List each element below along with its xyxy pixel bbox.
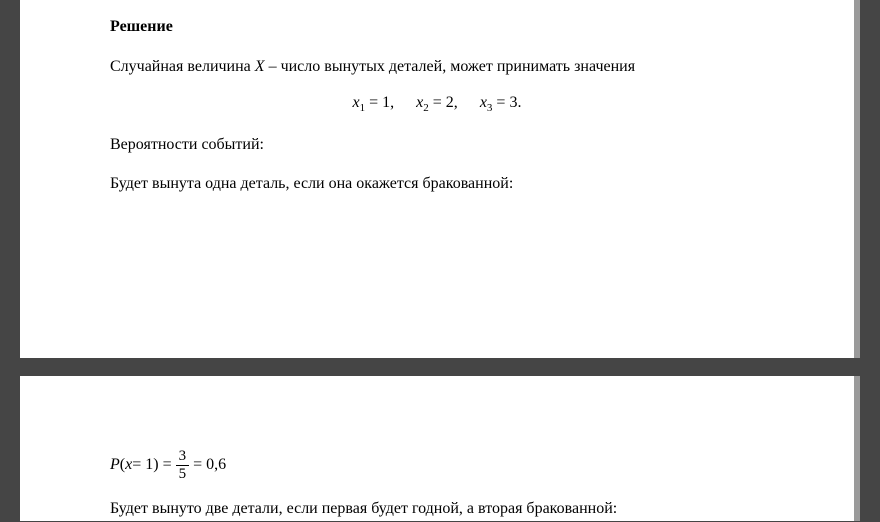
- solution-heading: Решение: [110, 18, 764, 36]
- eq-P: P: [110, 456, 120, 474]
- document-page-2: P(x = 1) = 35 = 0,6 Будет вынуто две дет…: [20, 376, 860, 521]
- eq-val2: = 2,: [429, 94, 458, 111]
- fraction-numerator: 3: [176, 448, 190, 466]
- eq-x1: x: [353, 94, 360, 111]
- paragraph-2: Вероятности событий:: [110, 132, 764, 158]
- fraction-denominator: 5: [176, 466, 190, 483]
- variable-x: X: [255, 58, 265, 75]
- eq-x3: x: [480, 94, 487, 111]
- eq-eq1: = 1) =: [132, 456, 171, 474]
- paragraph-3: Будет вынута одна деталь, если она окаже…: [110, 171, 764, 197]
- eq-val1: = 1,: [365, 94, 394, 111]
- para1-prefix: Случайная величина: [110, 58, 255, 75]
- fraction: 35: [176, 448, 190, 482]
- document-page-1: Решение Случайная величина X – число вын…: [20, 0, 860, 358]
- para1-suffix: – число вынутых деталей, может принимать…: [265, 58, 636, 75]
- page-gap: [0, 358, 880, 376]
- paragraph-4: Будет вынуто две детали, если первая буд…: [110, 496, 764, 522]
- eq-x: x: [125, 456, 132, 474]
- paragraph-1: Случайная величина X – число вынутых дет…: [110, 54, 764, 80]
- probability-equation: P(x = 1) = 35 = 0,6: [110, 448, 764, 482]
- equation-values: x1 = 1,x2 = 2,x3 = 3.: [110, 94, 764, 114]
- eq-val3: = 3.: [492, 94, 521, 111]
- eq-eq2: = 0,6: [193, 456, 226, 474]
